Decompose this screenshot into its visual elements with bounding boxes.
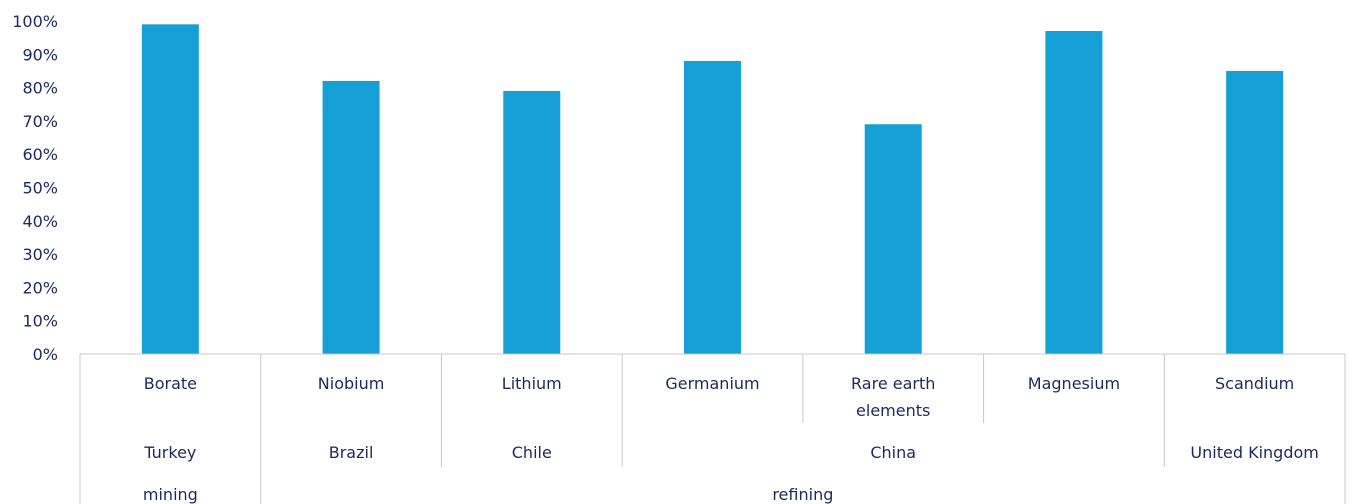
bar	[141, 24, 199, 355]
category-label: Magnesium	[1028, 374, 1120, 393]
category-label: Borate	[144, 374, 197, 393]
category-label: Lithium	[502, 374, 562, 393]
stage-label: refining	[772, 485, 833, 504]
y-tick-label: 50%	[22, 179, 58, 198]
bar	[1226, 70, 1284, 354]
bar	[322, 80, 380, 354]
y-tick-label: 10%	[22, 312, 58, 331]
y-axis: 0% 10% 20% 30% 40% 50% 60% 70% 80% 90% 100%	[12, 12, 58, 364]
category-labels: Borate Niobium Lithium Germanium Rare earth e…	[144, 374, 1295, 420]
country-label: Turkey	[143, 443, 196, 462]
category-label: Niobium	[318, 374, 385, 393]
y-tick-label: 40%	[22, 212, 58, 231]
country-label: Brazil	[329, 443, 374, 462]
stage-label: mining	[143, 485, 198, 504]
y-tick-label: 60%	[22, 145, 58, 164]
y-tick-label: 80%	[22, 79, 58, 98]
bar	[684, 60, 741, 355]
country-label: China	[870, 443, 916, 462]
stage-labels: mining refining	[143, 485, 833, 504]
category-label: Rare earth	[851, 374, 935, 393]
y-tick-label: 0%	[33, 345, 58, 364]
country-labels: Turkey Brazil Chile China United Kingdom	[143, 443, 1319, 462]
y-tick-label: 100%	[12, 12, 58, 31]
bars	[141, 24, 1284, 355]
y-tick-label: 30%	[22, 245, 58, 264]
category-label: Germanium	[665, 374, 759, 393]
bar	[503, 90, 561, 355]
category-label: elements	[856, 401, 930, 420]
category-label: Scandium	[1215, 374, 1294, 393]
country-label: United Kingdom	[1190, 443, 1318, 462]
bar	[864, 124, 922, 354]
country-label: Chile	[512, 443, 552, 462]
y-tick-label: 70%	[22, 112, 58, 131]
category-axis	[79, 353, 1346, 504]
y-tick-label: 90%	[22, 45, 58, 64]
bar	[1045, 30, 1103, 355]
y-tick-label: 20%	[22, 278, 58, 297]
